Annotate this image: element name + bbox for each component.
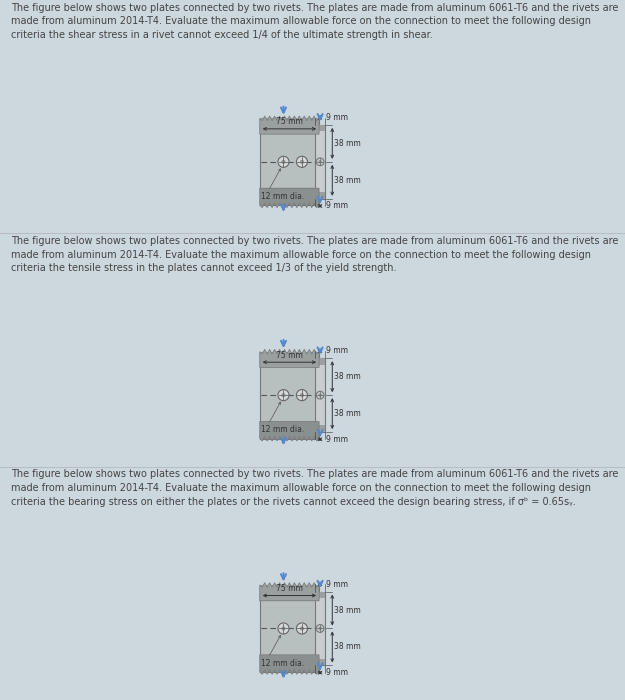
Polygon shape	[260, 188, 319, 208]
Bar	[315, 358, 325, 432]
Text: 9 mm: 9 mm	[326, 435, 348, 444]
Polygon shape	[260, 582, 319, 601]
Circle shape	[319, 160, 321, 163]
Circle shape	[278, 623, 289, 634]
Circle shape	[316, 624, 324, 632]
Circle shape	[300, 160, 304, 164]
Bar	[260, 188, 319, 205]
Text: 12 mm dia.: 12 mm dia.	[261, 192, 304, 201]
Bar	[260, 585, 319, 672]
Polygon shape	[260, 349, 319, 368]
Text: The figure below shows two plates connected by two rivets. The plates are made f: The figure below shows two plates connec…	[11, 3, 619, 40]
Circle shape	[300, 393, 304, 397]
Circle shape	[296, 623, 308, 634]
Text: 38 mm: 38 mm	[334, 606, 361, 615]
Bar	[260, 585, 319, 601]
Bar	[315, 592, 325, 598]
Circle shape	[278, 390, 289, 400]
Text: 9 mm: 9 mm	[326, 113, 348, 122]
Text: 38 mm: 38 mm	[334, 643, 361, 652]
Text: 12 mm dia.: 12 mm dia.	[261, 659, 304, 668]
Bar	[260, 655, 319, 672]
Polygon shape	[260, 655, 319, 674]
Circle shape	[296, 390, 308, 400]
Text: 75 mm: 75 mm	[276, 584, 303, 593]
Bar	[315, 125, 325, 132]
Bar	[260, 421, 319, 439]
Text: 9 mm: 9 mm	[326, 202, 348, 211]
Text: 38 mm: 38 mm	[334, 139, 361, 148]
Bar	[260, 118, 319, 205]
Bar	[315, 192, 325, 199]
Text: 75 mm: 75 mm	[276, 351, 303, 360]
Circle shape	[282, 160, 285, 164]
Bar	[260, 351, 319, 439]
Circle shape	[300, 626, 304, 630]
Text: 9 mm: 9 mm	[326, 580, 348, 589]
Bar	[315, 358, 325, 365]
Bar	[260, 118, 319, 134]
Text: 12 mm dia.: 12 mm dia.	[261, 426, 304, 435]
Polygon shape	[260, 116, 319, 134]
Bar	[315, 426, 325, 432]
Circle shape	[282, 393, 285, 397]
Circle shape	[296, 156, 308, 167]
Circle shape	[316, 158, 324, 166]
Circle shape	[282, 626, 285, 630]
Text: The figure below shows two plates connected by two rivets. The plates are made f: The figure below shows two plates connec…	[11, 470, 619, 507]
Circle shape	[319, 394, 321, 396]
Text: 75 mm: 75 mm	[276, 118, 303, 127]
Bar	[260, 351, 319, 368]
Circle shape	[316, 391, 324, 399]
Text: 9 mm: 9 mm	[326, 346, 348, 356]
Circle shape	[278, 156, 289, 167]
Text: 38 mm: 38 mm	[334, 176, 361, 185]
Text: 9 mm: 9 mm	[326, 668, 348, 677]
Bar	[315, 125, 325, 199]
Text: 38 mm: 38 mm	[334, 372, 361, 382]
Bar	[315, 659, 325, 666]
Text: The figure below shows two plates connected by two rivets. The plates are made f: The figure below shows two plates connec…	[11, 236, 619, 273]
Circle shape	[319, 627, 321, 630]
Text: 38 mm: 38 mm	[334, 409, 361, 418]
Polygon shape	[260, 421, 319, 441]
Bar	[315, 592, 325, 666]
